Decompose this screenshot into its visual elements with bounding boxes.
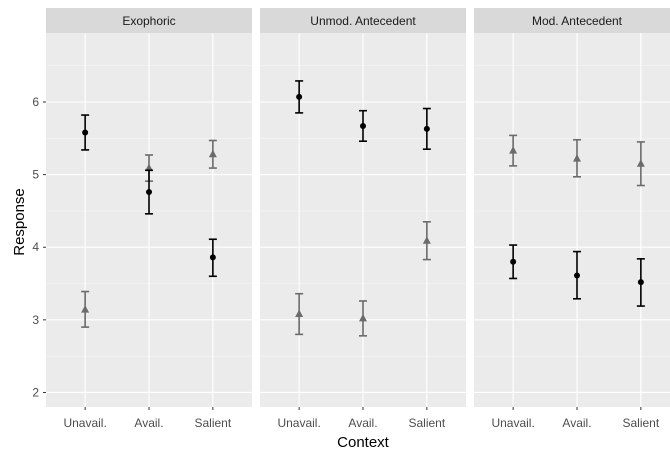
facet-panel: Mod. Antecedent Unavail. Avail. Salient — [474, 8, 670, 430]
facet-panel: Exophoric Unavail. Avail. Salient — [46, 8, 252, 430]
y-tick-label: 3 — [32, 313, 39, 327]
y-tick-label: 2 — [32, 385, 39, 399]
facet-strip-label: Unmod. Antecedent — [310, 14, 416, 28]
data-point-circle — [209, 254, 216, 261]
y-tick-label: 6 — [32, 95, 39, 109]
data-point-circle — [82, 129, 89, 136]
x-axis-title: Context — [337, 434, 390, 451]
x-tick-label: Unavail. — [277, 416, 320, 430]
data-point-triangle — [422, 236, 431, 244]
data-point-triangle — [509, 146, 518, 154]
x-tick-label: Avail. — [562, 416, 591, 430]
data-point-circle — [146, 189, 152, 196]
x-tick-label: Salient — [195, 416, 232, 430]
x-tick-label: Unavail. — [491, 416, 534, 430]
data-point-circle — [574, 272, 580, 279]
y-tick-label: 5 — [32, 168, 39, 182]
y-axis: 2 3 4 5 6 — [32, 95, 46, 399]
facet-strip — [260, 8, 466, 33]
x-tick-label: Salient — [623, 416, 660, 430]
x-tick-label: Avail. — [348, 416, 377, 430]
y-tick-label: 4 — [32, 240, 39, 254]
data-point-triangle — [636, 159, 645, 167]
facet-strip — [46, 8, 252, 33]
panel-background — [474, 33, 670, 407]
data-point-circle — [360, 122, 366, 129]
data-point-circle — [296, 93, 303, 100]
data-point-triangle — [81, 305, 90, 313]
facet-strip-label: Exophoric — [122, 14, 175, 28]
data-point-triangle — [573, 154, 581, 162]
facet-panel: Unmod. Antecedent Unavail. Avail. Salient — [260, 8, 466, 430]
data-point-triangle — [208, 149, 217, 158]
facet-strip — [474, 8, 670, 33]
data-point-triangle — [295, 309, 304, 318]
data-point-circle — [510, 258, 517, 265]
data-point-circle — [637, 279, 644, 286]
x-tick-label: Salient — [409, 416, 446, 430]
data-point-triangle — [145, 163, 153, 172]
data-point-triangle — [359, 313, 367, 322]
facet-strip-label: Mod. Antecedent — [532, 14, 623, 28]
y-axis-title: Response — [11, 188, 28, 256]
x-tick-label: Unavail. — [63, 416, 106, 430]
data-point-circle — [423, 125, 430, 132]
x-tick-label: Avail. — [134, 416, 163, 430]
